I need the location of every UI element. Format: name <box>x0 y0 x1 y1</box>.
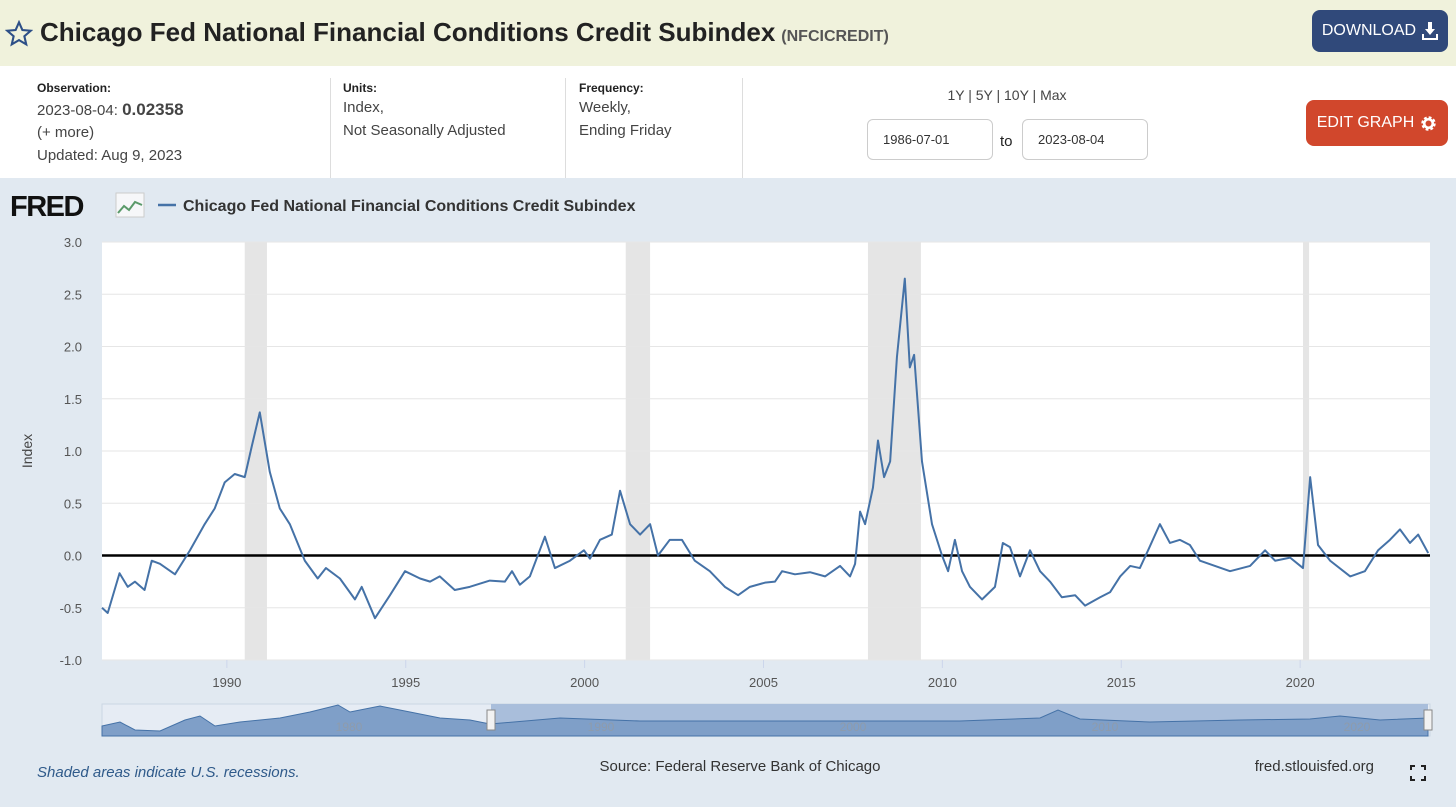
navigator-label: 1990 <box>588 720 615 734</box>
x-tick-label: 2010 <box>928 675 957 690</box>
updated: Updated: Aug 9, 2023 <box>37 147 183 164</box>
x-tick-label: 2020 <box>1286 675 1315 690</box>
header: Chicago Fed National Financial Condition… <box>0 0 1456 66</box>
title: Chicago Fed National Financial Condition… <box>40 17 776 47</box>
units-1: Index, <box>343 99 384 116</box>
more-link[interactable]: (+ more) <box>37 124 95 141</box>
frequency-label: Frequency: <box>579 81 644 95</box>
y-tick-label: 2.5 <box>64 287 82 302</box>
end-date[interactable]: 2023-08-04 <box>1022 119 1148 160</box>
navigator-label: 2020 <box>1344 720 1371 734</box>
edit-graph-label: EDIT GRAPH <box>1316 114 1415 131</box>
star-icon[interactable] <box>5 20 33 48</box>
observation-date: 2023-08-04: <box>37 102 118 119</box>
units-label: Units: <box>343 81 377 95</box>
divider <box>742 78 743 178</box>
fullscreen-icon[interactable] <box>1410 765 1426 781</box>
chart: FRED 1980 1990 2000 2010 2020 Shaded areas i… <box>10 191 1433 781</box>
y-tick-label: 2.0 <box>64 340 82 355</box>
y-tick-label: 1.0 <box>64 444 82 459</box>
x-tick-label: 1990 <box>212 675 241 690</box>
y-tick-label: 0.0 <box>64 549 82 564</box>
x-tick-label: 2000 <box>570 675 599 690</box>
series-code: (NFCICREDIT) <box>781 28 889 45</box>
y-tick-label: -1.0 <box>60 653 82 668</box>
recession-note: Shaded areas indicate U.S. recessions. <box>37 764 300 781</box>
source: Source: Federal Reserve Bank of Chicago <box>600 758 881 775</box>
y-tick-label: -0.5 <box>60 601 82 616</box>
gear-icon <box>1421 115 1436 131</box>
navigator-label: 2010 <box>1092 720 1119 734</box>
title-row: Chicago Fed National Financial Condition… <box>40 17 889 48</box>
observation-label: Observation: <box>37 81 112 95</box>
download-icon <box>1422 22 1439 40</box>
x-tick-label: 1995 <box>391 675 420 690</box>
logo-icon <box>115 192 145 218</box>
info-row: Observation: 2023-08-04: 0.02358 (+ more… <box>0 66 1456 178</box>
x-tick-label: 2005 <box>749 675 778 690</box>
frequency-2: Ending Friday <box>579 122 672 139</box>
download-button[interactable]: DOWNLOAD <box>1312 10 1448 52</box>
divider <box>330 78 331 178</box>
data-line <box>101 277 1430 620</box>
download-label: DOWNLOAD <box>1321 22 1417 39</box>
edit-graph-button[interactable]: EDIT GRAPH <box>1306 100 1448 146</box>
to-label: to <box>1000 133 1013 150</box>
navigator: 1980 1990 2000 2010 2020 <box>101 703 1433 737</box>
units-2: Not Seasonally Adjusted <box>343 122 506 139</box>
navigator-label: 2000 <box>840 720 867 734</box>
navigator-label: 1980 <box>336 720 363 734</box>
x-tick-label: 2015 <box>1107 675 1136 690</box>
start-date[interactable]: 1986-07-01 <box>867 119 993 160</box>
divider <box>565 78 566 178</box>
observation-value: 0.02358 <box>122 100 184 119</box>
y-tick-label: 3.0 <box>64 235 82 250</box>
observation: 2023-08-04: 0.02358 <box>37 98 184 122</box>
y-axis-label: Index <box>19 434 35 468</box>
y-tick-label: 1.5 <box>64 392 82 407</box>
site: fred.stlouisfed.org <box>1255 758 1374 775</box>
legend-label: Chicago Fed National Financial Condition… <box>183 198 636 215</box>
fred-logo: FRED <box>10 191 84 223</box>
range-buttons[interactable]: 1Y | 5Y | 10Y | Max <box>947 87 1067 103</box>
y-tick-label: 0.5 <box>64 496 82 511</box>
frequency-1: Weekly, <box>579 99 631 116</box>
